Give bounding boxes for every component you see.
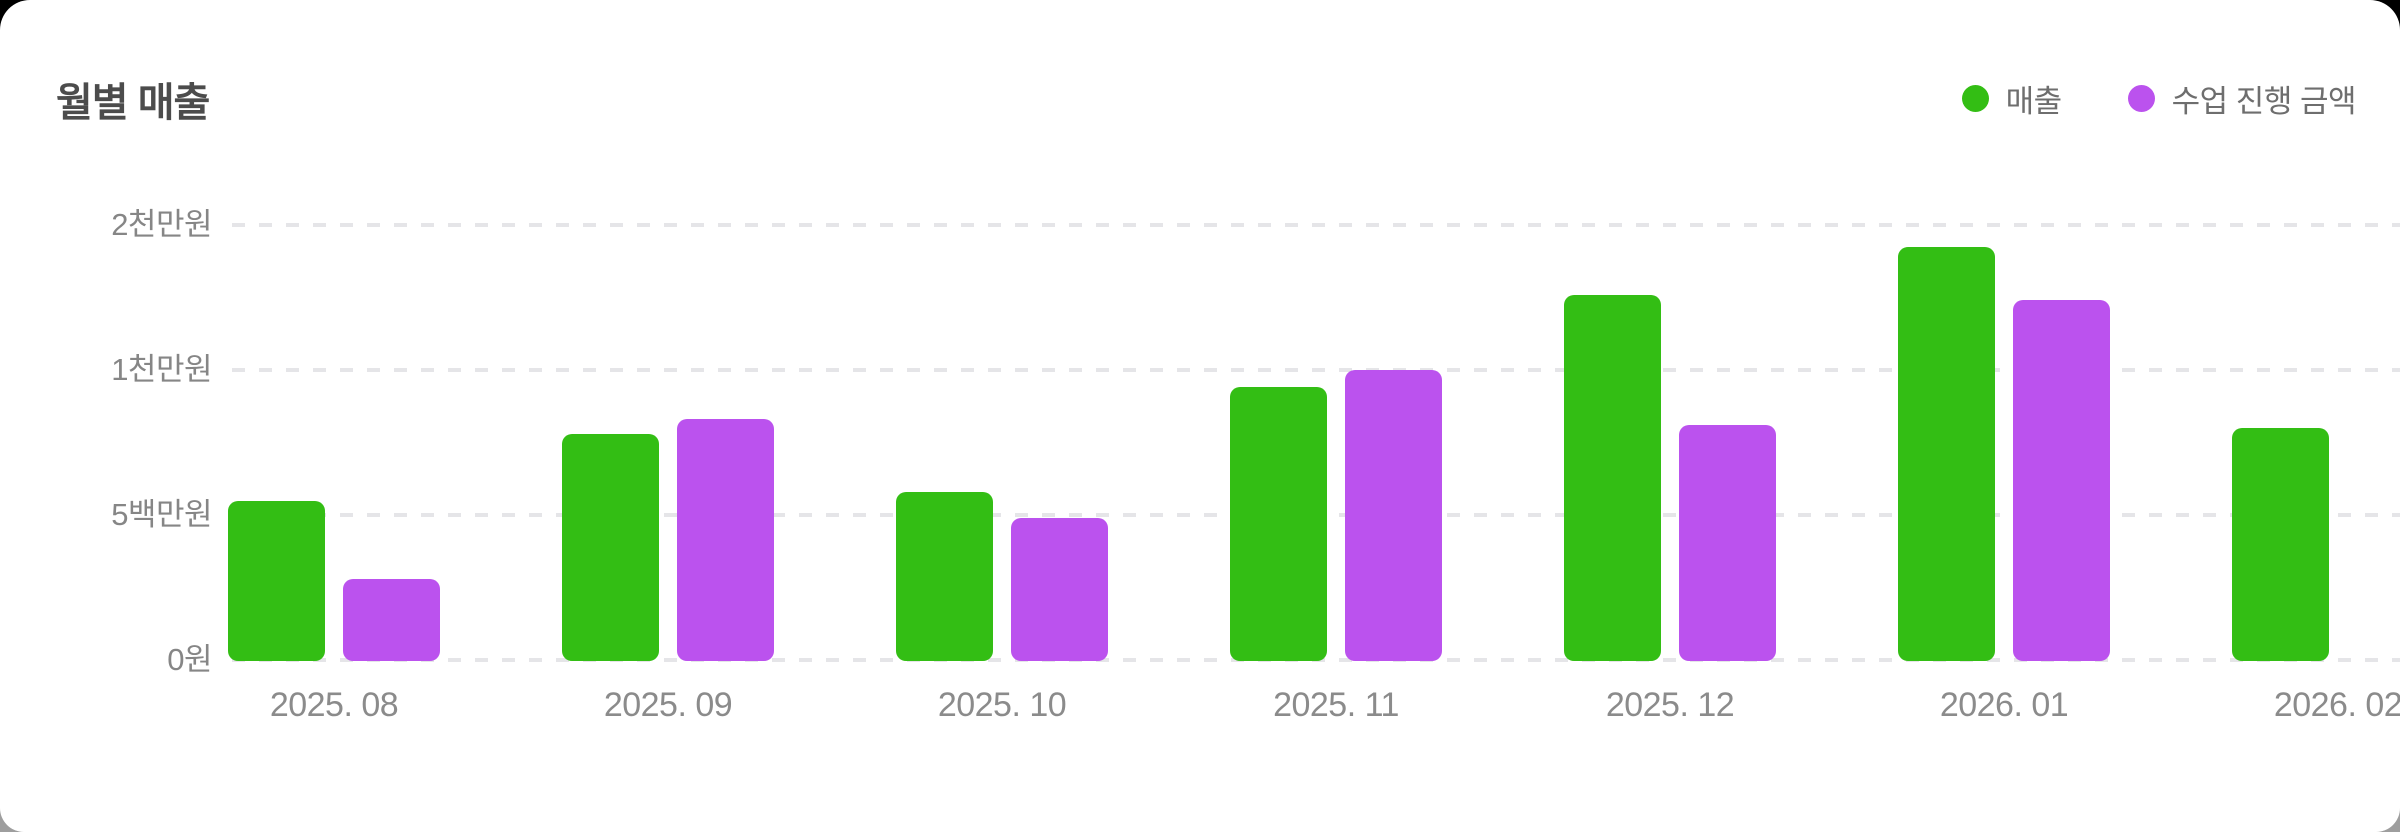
gridline [232,368,2400,372]
class-amount-dot-icon [2127,85,2155,112]
revenue-dot-icon [1961,85,1989,112]
legend-label: 수업 진행 금액 [2171,84,2357,119]
y-axis-tick-label: 1천만원 [111,352,212,387]
x-axis-label: 2025. 10 [937,686,1067,724]
class-amount-bar-202508[interactable] [343,578,440,661]
class-amount-bar-202509[interactable] [677,419,774,661]
page-title: 월별 매출 [56,81,210,125]
x-axis-label: 2025. 11 [1273,686,1399,724]
y-axis-tick-label: 5백만원 [111,497,212,532]
legend-item-class-amount[interactable]: 수업 진행 금액 [2127,76,2357,121]
legend-label: 매출 [2005,84,2063,119]
x-axis-label: 2025. 09 [603,686,733,724]
y-axis-tick-label: 2천만원 [111,207,212,242]
class-amount-bar-202512[interactable] [1679,425,1776,661]
revenue-bar-202601[interactable] [1898,246,1995,661]
x-axis-label: 2025. 08 [269,686,399,724]
class-amount-bar-202511[interactable] [1345,370,1442,661]
revenue-bar-202602[interactable] [2232,428,2329,661]
revenue-bar-202510[interactable] [896,491,993,661]
revenue-bar-202511[interactable] [1230,387,1327,661]
revenue-bar-202509[interactable] [562,433,659,661]
revenue-bar-202508[interactable] [228,500,325,661]
revenue-bar-202512[interactable] [1564,294,1661,661]
gridline [232,223,2400,227]
chart-legend: 매출 수업 진행 금액 [1961,76,2357,121]
class-amount-bar-202510[interactable] [1011,517,1108,661]
x-axis-label: 2026. 01 [1939,686,2069,724]
class-amount-bar-202601[interactable] [2013,300,2110,661]
y-axis-tick-label: 0원 [167,642,212,677]
legend-item-revenue[interactable]: 매출 [1961,76,2063,121]
x-axis-label: 2026. 02 [2273,686,2400,724]
x-axis-label: 2025. 12 [1605,686,1735,724]
